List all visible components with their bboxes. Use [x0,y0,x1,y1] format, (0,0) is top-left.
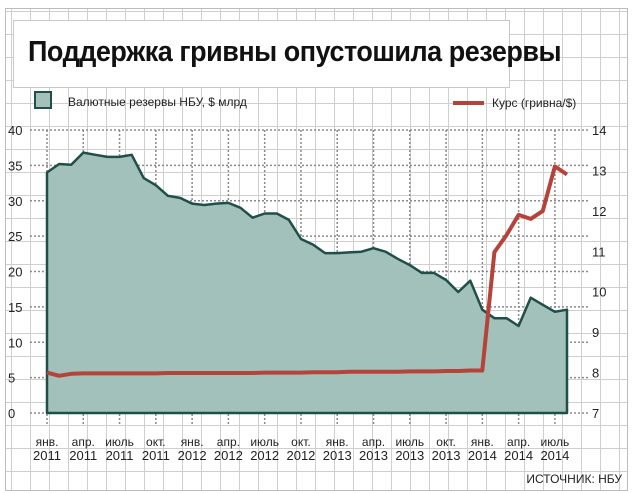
x-tick-month: апр. [72,435,95,449]
x-tick-year: 2013 [432,448,461,463]
left-tick-label: 25 [8,229,22,244]
x-tick-month: окт. [146,435,166,449]
title-box [13,20,510,88]
left-tick-label: 30 [8,194,22,209]
x-tick-month: апр. [362,435,385,449]
x-tick-month: янв. [471,435,494,449]
x-tick-year: 2012 [250,448,279,463]
right-tick-label: 14 [592,123,606,138]
right-tick-label: 7 [592,406,599,421]
x-tick-year: 2013 [395,448,424,463]
left-tick-label: 10 [8,335,22,350]
right-tick-label: 10 [592,285,606,300]
x-tick-month: янв. [326,435,349,449]
x-tick-month: янв. [181,435,204,449]
x-tick-month: окт. [436,435,456,449]
left-tick-label: 40 [8,123,22,138]
x-tick-year: 2013 [323,448,352,463]
left-tick-label: 20 [8,265,22,280]
right-tick-label: 9 [592,325,599,340]
x-tick-month: янв. [36,435,59,449]
left-tick-label: 0 [8,406,15,421]
x-tick-month: апр. [507,435,530,449]
right-tick-label: 13 [592,163,606,178]
chart-title: Поддержка гривны опустошила резервы [28,36,562,68]
x-tick-month: июль [105,435,134,449]
x-tick-year: 2011 [106,448,134,463]
x-tick-year: 2011 [142,448,170,463]
left-tick-label: 5 [8,371,15,386]
x-tick-month: апр. [217,435,240,449]
x-tick-month: июль [395,435,424,449]
x-tick-year: 2011 [33,448,61,463]
x-tick-month: июль [541,435,570,449]
legend-label-rate: Курс (гривна/$) [492,96,576,110]
x-tick-month: окт. [291,435,311,449]
right-tick-label: 11 [592,244,606,259]
source-label: ИСТОЧНИК: НБУ [526,472,622,486]
x-tick-year: 2011 [69,448,97,463]
x-tick-year: 2014 [504,448,533,463]
left-tick-label: 35 [8,158,22,173]
x-tick-year: 2012 [286,448,315,463]
left-tick-label: 15 [8,300,22,315]
x-tick-year: 2014 [468,448,497,463]
x-tick-year: 2012 [214,448,243,463]
x-tick-year: 2014 [540,448,569,463]
x-tick-month: июль [250,435,279,449]
right-tick-label: 12 [592,204,606,219]
legend-swatch-reserves [34,91,52,109]
exchange-rate-line [46,164,569,378]
right-tick-label: 8 [592,366,599,381]
x-tick-year: 2012 [178,448,207,463]
x-tick-year: 2013 [359,448,388,463]
legend-label-reserves: Валютные резервы НБУ, $ млрд [68,95,247,109]
